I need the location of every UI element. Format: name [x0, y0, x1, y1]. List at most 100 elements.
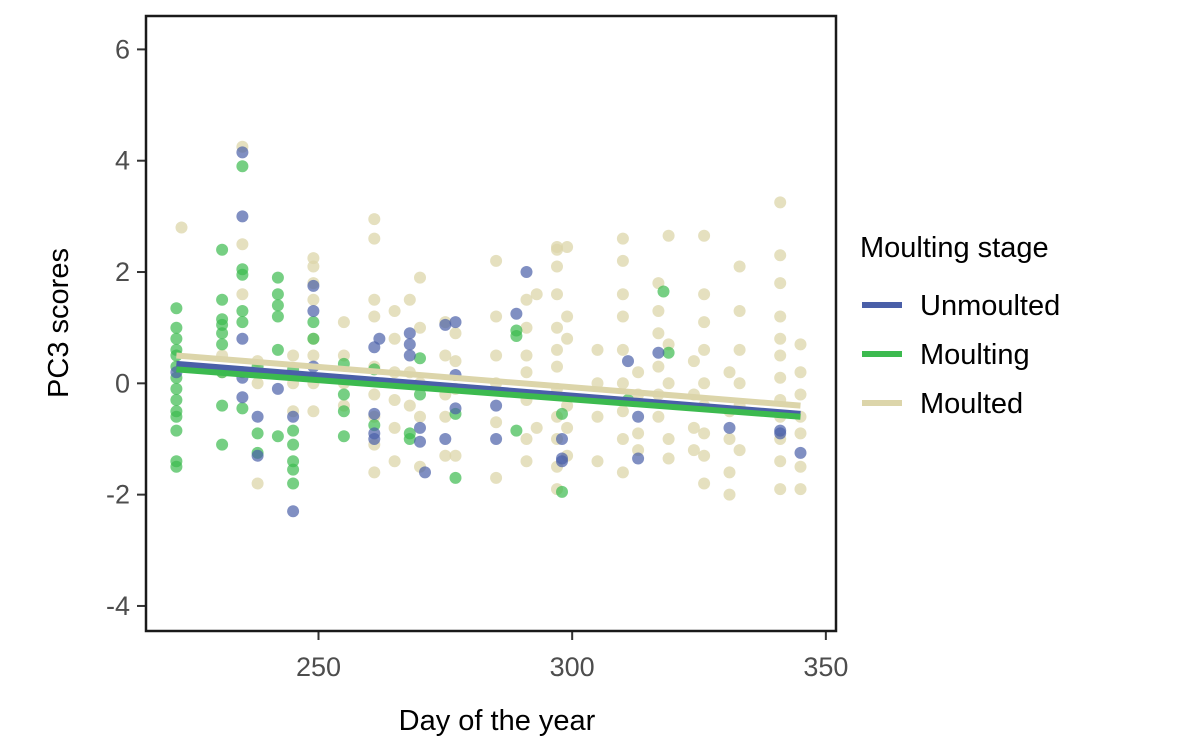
point-moulting [236, 316, 249, 329]
point-moulted [490, 349, 503, 362]
point-moulted [551, 260, 563, 273]
y-tick-label: 6 [115, 34, 130, 64]
point-moulting [337, 405, 350, 418]
x-axis-ticks: 250 300 350 [296, 631, 848, 682]
point-moulted [698, 427, 711, 440]
point-moulted [490, 310, 503, 323]
legend-label-moulting: Moulting [920, 339, 1030, 371]
point-moulted [774, 277, 787, 290]
point-moulted [307, 252, 320, 265]
data-points [170, 140, 807, 518]
point-moulting [556, 407, 568, 420]
point-unmoulted [307, 279, 320, 292]
point-moulting [170, 302, 183, 315]
point-moulted [287, 349, 300, 362]
point-moulting [662, 346, 675, 359]
point-moulted [449, 449, 462, 462]
x-tick-label: 300 [550, 652, 595, 682]
point-unmoulted [794, 446, 807, 459]
point-unmoulted [723, 421, 736, 434]
point-unmoulted [652, 346, 665, 359]
point-moulted [490, 254, 503, 267]
point-moulted [687, 421, 700, 434]
point-moulted [662, 433, 675, 445]
point-moulting [216, 399, 229, 412]
point-moulted [616, 466, 629, 479]
point-moulting [271, 299, 284, 312]
point-moulted [632, 444, 645, 457]
point-moulted [439, 349, 452, 362]
point-moulted [388, 332, 401, 345]
y-tick-label: 0 [115, 368, 130, 398]
point-moulting [510, 424, 523, 437]
legend-label-moulted: Moulted [920, 388, 1023, 420]
point-moulting [236, 268, 249, 281]
point-moulted [530, 288, 543, 301]
point-moulted [561, 310, 574, 323]
point-moulted [774, 349, 787, 362]
point-unmoulted [368, 433, 381, 445]
point-moulted [733, 305, 746, 317]
point-moulted [368, 388, 381, 401]
point-moulted [551, 288, 563, 301]
point-moulted [616, 232, 629, 245]
point-moulted [368, 232, 381, 245]
point-moulted [414, 410, 426, 423]
point-moulting [657, 285, 670, 298]
point-moulted [698, 449, 711, 462]
point-moulting [170, 394, 183, 406]
point-moulted [337, 349, 350, 362]
point-moulted [774, 196, 787, 209]
point-unmoulted [403, 349, 416, 362]
point-unmoulted [510, 307, 523, 320]
x-axis-title: Day of the year [399, 705, 596, 737]
point-moulted [698, 377, 711, 390]
point-moulting [271, 288, 284, 301]
point-moulted [733, 260, 746, 273]
point-moulting [337, 430, 350, 443]
point-moulted [652, 360, 665, 373]
point-moulting [556, 485, 568, 498]
point-moulted [698, 288, 711, 301]
point-unmoulted [556, 452, 568, 465]
point-moulted [520, 366, 533, 379]
point-moulted [520, 433, 533, 445]
point-moulted [251, 477, 264, 490]
point-moulted [652, 305, 665, 317]
point-moulted [616, 343, 629, 356]
legend-title: Moulting stage [860, 232, 1049, 264]
point-unmoulted [287, 505, 300, 518]
point-moulted [774, 332, 787, 345]
point-moulted [733, 343, 746, 356]
point-moulted [307, 405, 320, 418]
point-unmoulted [439, 318, 452, 331]
x-tick-label: 250 [296, 652, 341, 682]
point-unmoulted [251, 449, 264, 462]
point-moulted [662, 452, 675, 465]
point-moulting [170, 321, 183, 334]
point-moulting [307, 332, 320, 345]
point-unmoulted [414, 435, 426, 448]
point-moulted [591, 410, 604, 423]
point-moulting [414, 388, 426, 401]
point-moulting [287, 455, 300, 468]
point-moulted [520, 349, 533, 362]
point-moulted [307, 349, 320, 362]
point-moulted [616, 288, 629, 301]
point-moulted [490, 416, 503, 429]
point-moulted [251, 377, 264, 390]
point-moulting [216, 338, 229, 351]
point-unmoulted [622, 355, 634, 368]
legend-items: Unmoulted Moulting Moulted [862, 290, 1060, 420]
point-moulted [616, 377, 629, 390]
point-moulted [723, 488, 736, 501]
point-moulting [216, 327, 229, 340]
point-moulting [251, 427, 264, 440]
point-moulted [591, 343, 604, 356]
point-moulted [307, 260, 320, 273]
point-moulted [490, 471, 503, 484]
point-moulted [723, 466, 736, 479]
point-moulting [287, 438, 300, 451]
point-moulted [723, 366, 736, 379]
point-moulting [170, 460, 183, 473]
